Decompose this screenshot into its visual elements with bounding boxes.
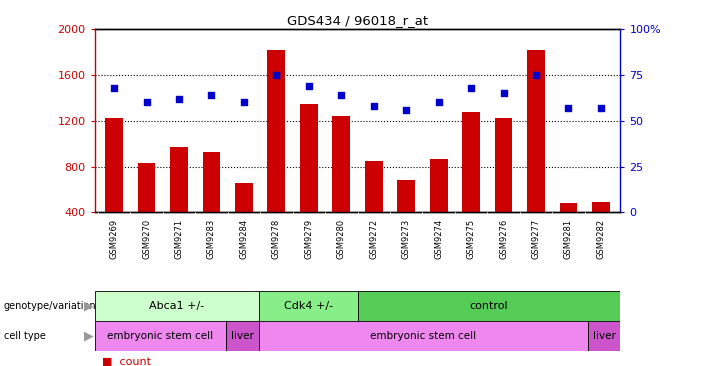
Point (206, 92, 217, 98)
Text: genotype/variation: genotype/variation (4, 301, 96, 311)
Text: Cdk4 +/-: Cdk4 +/- (284, 301, 333, 311)
Point (336, 92, 347, 98)
Text: GSM9274: GSM9274 (434, 219, 443, 259)
Text: Abca1 +/-: Abca1 +/- (149, 301, 205, 311)
Bar (95, 321, 226, 351)
Text: cell type: cell type (4, 331, 46, 341)
Bar (259, 321, 587, 351)
Text: GSM9283: GSM9283 (207, 219, 216, 259)
Bar (235, 183, 253, 258)
Point (304, 83, 315, 89)
Point (400, 107, 411, 113)
Point (465, 85, 477, 91)
Bar (462, 112, 480, 258)
Text: liver: liver (592, 331, 615, 341)
Bar (203, 152, 220, 258)
Text: GSM9281: GSM9281 (564, 219, 573, 259)
Text: ▶: ▶ (84, 299, 94, 313)
Text: GSM9280: GSM9280 (336, 219, 346, 259)
Bar (358, 291, 620, 321)
Point (271, 72, 282, 78)
Bar (226, 321, 259, 351)
Bar (137, 163, 156, 258)
Text: ■  count: ■ count (102, 357, 151, 366)
Bar (527, 50, 545, 258)
Text: GSM9278: GSM9278 (272, 219, 281, 259)
Text: GSM9275: GSM9275 (467, 219, 475, 259)
Bar (259, 291, 358, 321)
Bar (559, 203, 578, 258)
Point (109, 85, 120, 91)
Text: embryonic stem cell: embryonic stem cell (370, 331, 476, 341)
Title: GDS434 / 96018_r_at: GDS434 / 96018_r_at (287, 14, 428, 27)
Text: GSM9270: GSM9270 (142, 219, 151, 259)
Bar (332, 116, 350, 258)
Point (595, 105, 606, 111)
Bar (95, 291, 259, 321)
Text: liver: liver (231, 331, 254, 341)
Point (563, 105, 574, 111)
Point (141, 100, 152, 105)
Text: embryonic stem cell: embryonic stem cell (107, 331, 213, 341)
Point (368, 103, 379, 109)
Text: GSM9282: GSM9282 (597, 219, 606, 259)
Text: GSM9284: GSM9284 (240, 219, 248, 259)
Bar (105, 119, 123, 258)
Text: GSM9272: GSM9272 (369, 219, 379, 259)
Bar (300, 104, 318, 258)
Bar (268, 50, 285, 258)
Text: control: control (470, 301, 508, 311)
Bar (430, 158, 447, 258)
Text: GSM9273: GSM9273 (402, 219, 411, 259)
Text: GSM9277: GSM9277 (531, 219, 540, 259)
Point (173, 96, 184, 102)
Bar (495, 119, 512, 258)
Bar (170, 147, 188, 258)
Bar (587, 321, 620, 351)
Text: ▶: ▶ (84, 329, 94, 343)
Text: GSM9279: GSM9279 (304, 219, 313, 259)
Text: GSM9276: GSM9276 (499, 219, 508, 259)
Point (433, 100, 444, 105)
Point (498, 90, 509, 96)
Point (531, 72, 542, 78)
Point (238, 100, 250, 105)
Bar (365, 161, 383, 258)
Bar (592, 202, 610, 258)
Text: GSM9269: GSM9269 (109, 219, 118, 259)
Text: GSM9271: GSM9271 (175, 219, 184, 259)
Bar (397, 180, 415, 258)
